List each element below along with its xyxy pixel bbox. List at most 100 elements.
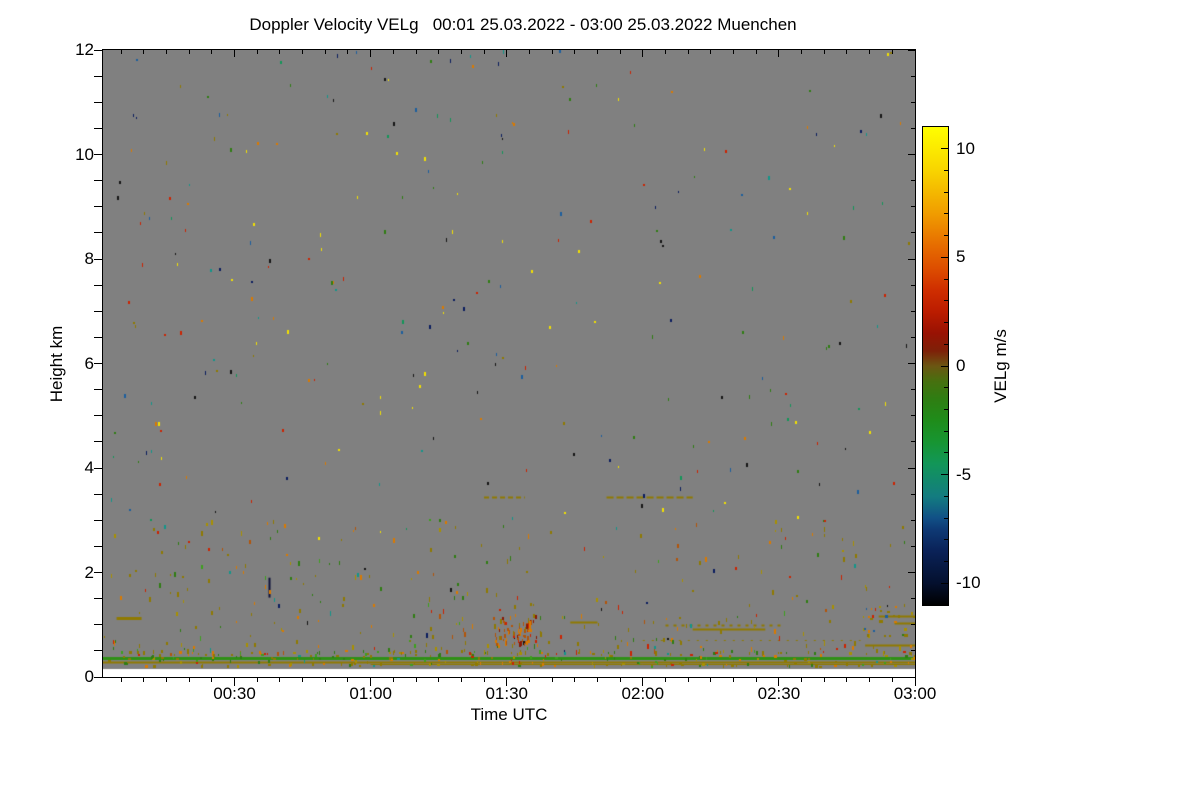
y-axis-minor-tick	[94, 75, 102, 77]
colorbar-minor-tick	[944, 343, 948, 345]
y-axis-right-minor-tick	[911, 101, 915, 103]
x-axis-minor-tick	[891, 678, 893, 682]
x-axis-minor-tick	[687, 678, 689, 682]
x-axis-top-minor-tick	[188, 50, 190, 54]
x-axis-top-minor-tick	[143, 50, 145, 54]
y-axis-minor-tick	[94, 284, 102, 286]
x-axis-minor-tick	[528, 678, 530, 682]
x-axis-minor-tick	[438, 678, 440, 682]
x-axis-major-tick	[914, 678, 916, 686]
y-axis-right-major-tick	[908, 49, 915, 51]
y-axis-minor-tick	[94, 519, 102, 521]
colorbar-minor-tick	[944, 322, 948, 324]
x-axis-minor-tick	[143, 678, 145, 682]
x-axis-top-minor-tick	[891, 50, 893, 54]
colorbar-minor-tick	[944, 539, 948, 541]
x-axis-minor-tick	[302, 678, 304, 682]
y-axis-right-minor-tick	[911, 493, 915, 495]
x-axis-top-minor-tick	[528, 50, 530, 54]
y-tick-label: 12	[75, 40, 94, 59]
y-axis-right-minor-tick	[911, 650, 915, 652]
colorbar-minor-tick	[944, 169, 948, 171]
colorbar-minor-tick	[944, 235, 948, 237]
y-axis-minor-tick	[94, 650, 102, 652]
y-axis-right-minor-tick	[911, 180, 915, 182]
x-axis-minor-tick	[324, 678, 326, 682]
x-axis-minor-tick	[551, 678, 553, 682]
x-axis-minor-tick	[211, 678, 213, 682]
x-axis-top-minor-tick	[211, 50, 213, 54]
x-axis-major-tick	[506, 678, 508, 686]
y-axis-right-minor-tick	[911, 389, 915, 391]
x-tick-label: 02:00	[621, 684, 665, 703]
x-axis-minor-tick	[846, 678, 848, 682]
x-tick-label: 00:30	[213, 684, 256, 703]
colorbar-major-tick	[941, 256, 948, 258]
x-axis-top-minor-tick	[279, 50, 281, 54]
x-axis-minor-tick	[801, 678, 803, 682]
x-axis-minor-tick	[120, 678, 122, 682]
x-axis-label: Time UTC	[470, 705, 548, 724]
y-axis-major-tick	[94, 154, 102, 155]
y-axis-right-major-tick	[908, 676, 915, 678]
y-axis-right-major-tick	[908, 467, 915, 469]
colorbar-tick-label: -10	[956, 573, 981, 593]
y-axis-major-tick	[94, 258, 102, 260]
y-axis-right-minor-tick	[911, 232, 915, 234]
y-axis-minor-tick	[94, 101, 102, 103]
y-axis-right-minor-tick	[911, 206, 915, 208]
y-axis-right-minor-tick	[911, 441, 915, 443]
x-axis-top-minor-tick	[415, 50, 417, 54]
colorbar-tick-label: -5	[956, 464, 972, 484]
x-axis-top-minor-tick	[846, 50, 848, 54]
x-axis-minor-tick	[619, 678, 621, 682]
chart-title: Doppler Velocity VELg 00:01 25.03.2022 -…	[249, 15, 797, 34]
y-axis-major-tick	[94, 467, 102, 469]
colorbar-minor-tick	[944, 387, 948, 389]
colorbar-minor-tick	[944, 213, 948, 215]
x-axis-top-minor-tick	[460, 50, 462, 54]
y-axis-right-minor-tick	[911, 75, 915, 77]
y-axis-minor-tick	[94, 624, 102, 626]
plot-area	[94, 49, 916, 686]
x-axis-major-tick	[778, 678, 780, 686]
colorbar-minor-tick	[944, 452, 948, 454]
colorbar-minor-tick	[944, 517, 948, 519]
y-tick-label: 6	[84, 353, 94, 373]
x-axis-top-minor-tick	[392, 50, 394, 54]
y-axis-minor-tick	[94, 493, 102, 495]
colorbar-major-tick	[941, 365, 948, 367]
x-axis-major-tick	[234, 678, 236, 686]
x-axis-top-minor-tick	[483, 50, 485, 54]
y-axis-minor-tick	[94, 389, 102, 391]
x-axis-top-minor-tick	[120, 50, 122, 54]
x-axis-minor-tick	[483, 678, 485, 682]
x-axis-major-tick	[642, 678, 644, 686]
x-axis-minor-tick	[665, 678, 666, 682]
x-axis-minor-tick	[733, 678, 735, 682]
x-axis-minor-tick	[596, 678, 598, 682]
y-axis-right-major-tick	[908, 154, 915, 155]
colorbar-minor-tick	[944, 278, 948, 280]
colorbar-minor-tick	[944, 561, 948, 563]
y-axis-minor-tick	[94, 415, 102, 417]
x-axis-top-minor-tick	[347, 50, 349, 54]
x-axis-minor-tick	[755, 678, 757, 682]
x-axis-top-major-tick	[234, 50, 236, 57]
x-axis-top-minor-tick	[166, 50, 167, 54]
y-axis-right-minor-tick	[911, 284, 915, 286]
y-tick-label: 10	[75, 144, 94, 164]
y-axis-right-minor-tick	[911, 336, 915, 338]
colorbar-minor-tick	[944, 495, 948, 497]
y-tick-label: 2	[84, 562, 94, 582]
x-axis-top-major-tick	[914, 50, 916, 57]
x-axis-minor-tick	[166, 678, 167, 682]
colorbar-minor-tick	[944, 300, 948, 302]
x-axis-top-minor-tick	[801, 50, 803, 54]
x-axis-top-major-tick	[778, 50, 780, 57]
x-axis-minor-tick	[256, 678, 258, 682]
x-axis-minor-tick	[279, 678, 281, 682]
y-axis-right-minor-tick	[911, 545, 915, 547]
y-axis-right-minor-tick	[911, 598, 915, 600]
x-axis-top-minor-tick	[574, 50, 576, 54]
